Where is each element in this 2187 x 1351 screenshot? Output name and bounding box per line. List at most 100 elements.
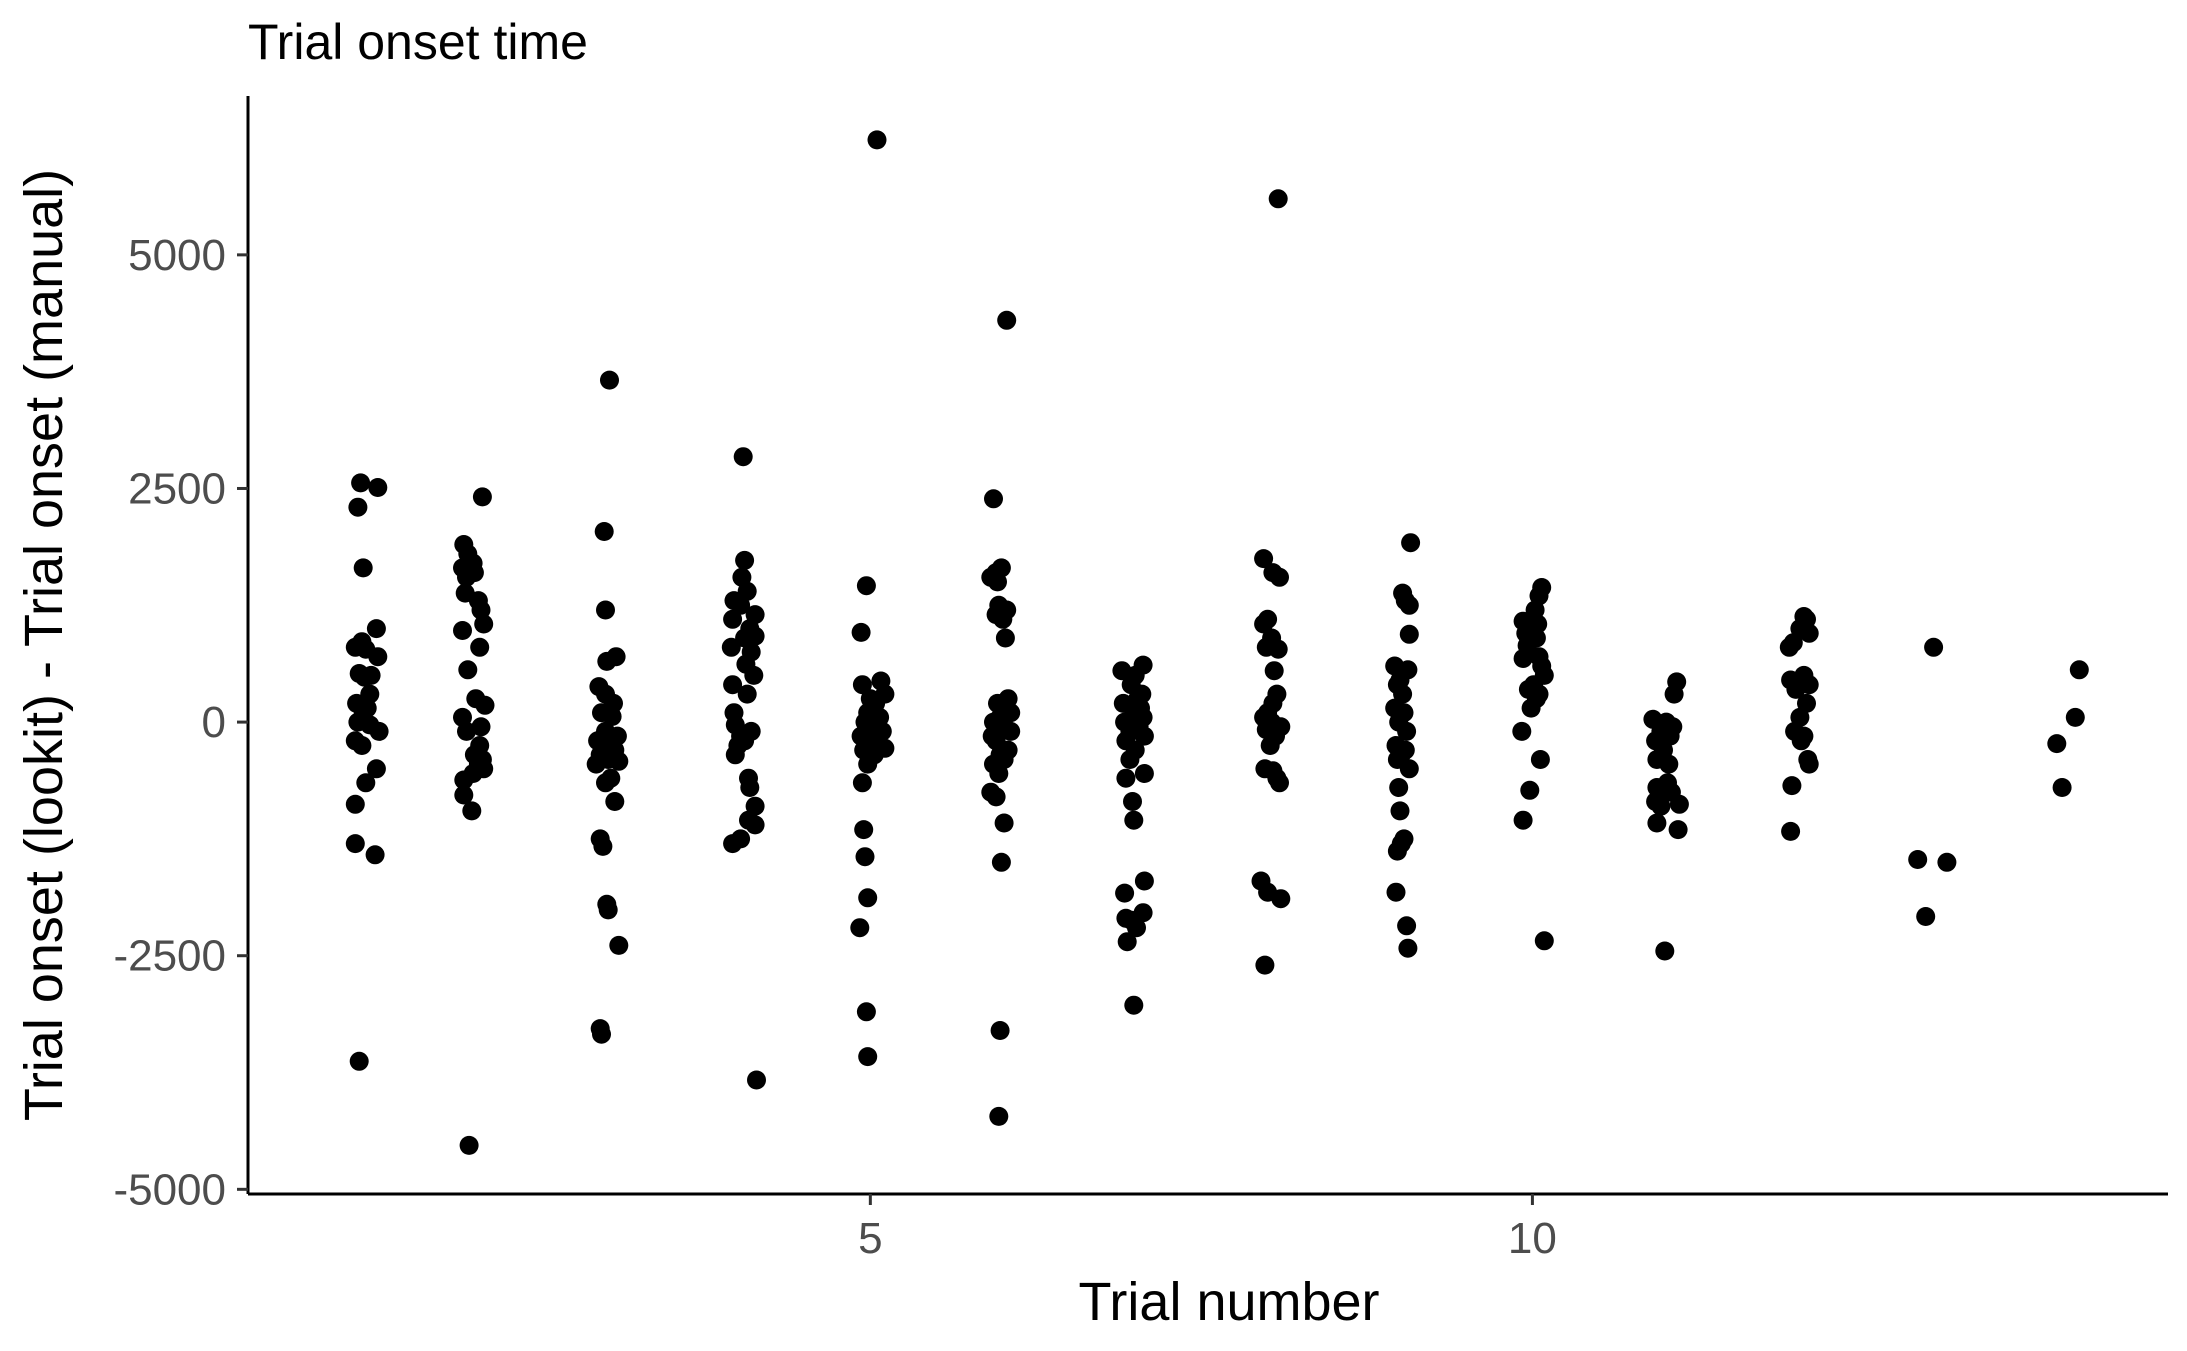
data-point bbox=[1254, 614, 1274, 634]
data-point bbox=[1116, 768, 1136, 788]
data-point bbox=[1270, 567, 1289, 587]
data-point bbox=[1117, 932, 1137, 952]
data-point bbox=[747, 1070, 766, 1090]
data-point bbox=[2069, 660, 2089, 680]
data-point bbox=[850, 918, 870, 938]
data-point bbox=[1120, 750, 1140, 769]
data-point bbox=[1397, 916, 1417, 936]
data-point bbox=[1115, 883, 1135, 903]
data-point bbox=[454, 785, 474, 805]
data-point bbox=[994, 813, 1014, 833]
data-point bbox=[852, 675, 872, 695]
data-point bbox=[1398, 938, 1418, 958]
data-point bbox=[1264, 661, 1284, 681]
data-point bbox=[1390, 801, 1410, 821]
data-point bbox=[731, 595, 751, 615]
data-point bbox=[725, 745, 745, 765]
data-point bbox=[723, 609, 743, 629]
data-point bbox=[744, 665, 764, 685]
data-point bbox=[464, 563, 484, 583]
data-point bbox=[349, 1051, 369, 1071]
data-point bbox=[855, 847, 875, 867]
data-point bbox=[851, 622, 871, 642]
data-point bbox=[475, 695, 495, 715]
data-point bbox=[596, 773, 615, 793]
data-point bbox=[458, 660, 478, 680]
data-point bbox=[986, 787, 1006, 807]
data-point bbox=[1134, 764, 1154, 783]
data-point bbox=[1134, 871, 1154, 891]
data-point bbox=[1399, 595, 1419, 615]
data-point bbox=[723, 834, 743, 854]
data-point bbox=[348, 497, 368, 517]
data-point bbox=[1124, 810, 1144, 830]
data-point bbox=[1134, 726, 1154, 746]
data-point bbox=[1647, 813, 1667, 833]
data-point bbox=[1786, 679, 1806, 699]
data-point bbox=[471, 717, 491, 737]
data-point bbox=[997, 310, 1017, 330]
data-point bbox=[598, 900, 618, 920]
data-point bbox=[984, 489, 1003, 509]
data-point bbox=[609, 935, 629, 955]
y-tick-label: 5000 bbox=[128, 231, 226, 280]
y-tick-label: -5000 bbox=[113, 1165, 226, 1214]
data-point bbox=[858, 754, 878, 774]
data-point bbox=[1781, 821, 1801, 841]
data-point bbox=[740, 778, 760, 797]
data-point bbox=[1799, 754, 1819, 774]
data-point bbox=[1668, 820, 1688, 840]
data-point bbox=[993, 609, 1013, 629]
data-point bbox=[1270, 773, 1289, 793]
data-point bbox=[352, 736, 372, 755]
data-point bbox=[366, 619, 386, 639]
data-point bbox=[1268, 639, 1288, 659]
y-tick-label: 0 bbox=[202, 698, 226, 747]
data-point bbox=[2065, 707, 2085, 727]
x-tick-label: 10 bbox=[1508, 1214, 1557, 1263]
data-point bbox=[1386, 882, 1406, 902]
data-point bbox=[594, 522, 614, 541]
data-point bbox=[721, 637, 741, 657]
data-point bbox=[1937, 852, 1957, 872]
data-point bbox=[1916, 907, 1936, 926]
chart-title: Trial onset time bbox=[248, 14, 588, 70]
data-point bbox=[600, 370, 619, 390]
data-point bbox=[858, 1047, 878, 1067]
data-point bbox=[369, 721, 389, 741]
data-point bbox=[609, 751, 629, 771]
data-point bbox=[351, 473, 371, 493]
data-point bbox=[723, 675, 743, 695]
data-point bbox=[1669, 794, 1689, 814]
data-point bbox=[1782, 776, 1802, 796]
data-point bbox=[457, 721, 476, 741]
data-point bbox=[1254, 549, 1274, 569]
data-point bbox=[867, 130, 887, 150]
data-point bbox=[1655, 941, 1675, 961]
data-point bbox=[453, 621, 472, 640]
data-point bbox=[345, 794, 365, 814]
data-point bbox=[1401, 533, 1421, 553]
data-point bbox=[345, 834, 365, 854]
y-tick-label: -2500 bbox=[113, 932, 226, 981]
points-layer bbox=[345, 130, 2089, 1155]
data-point bbox=[470, 637, 490, 657]
data-point bbox=[1908, 850, 1928, 869]
data-point bbox=[602, 707, 622, 726]
data-point bbox=[1397, 721, 1417, 741]
x-axis-title: Trial number bbox=[1078, 1272, 1379, 1332]
data-point bbox=[459, 1135, 479, 1155]
data-point bbox=[1001, 721, 1021, 741]
y-tick-label: 2500 bbox=[128, 464, 226, 513]
data-point bbox=[353, 558, 373, 578]
data-point bbox=[368, 478, 388, 497]
data-point bbox=[593, 836, 613, 856]
data-point bbox=[735, 550, 755, 570]
data-point bbox=[1123, 792, 1142, 811]
data-point bbox=[1260, 736, 1280, 755]
data-point bbox=[1512, 721, 1532, 741]
data-point bbox=[1393, 684, 1413, 704]
data-point bbox=[1530, 750, 1550, 769]
data-point bbox=[856, 1002, 876, 1022]
data-point bbox=[988, 572, 1007, 592]
